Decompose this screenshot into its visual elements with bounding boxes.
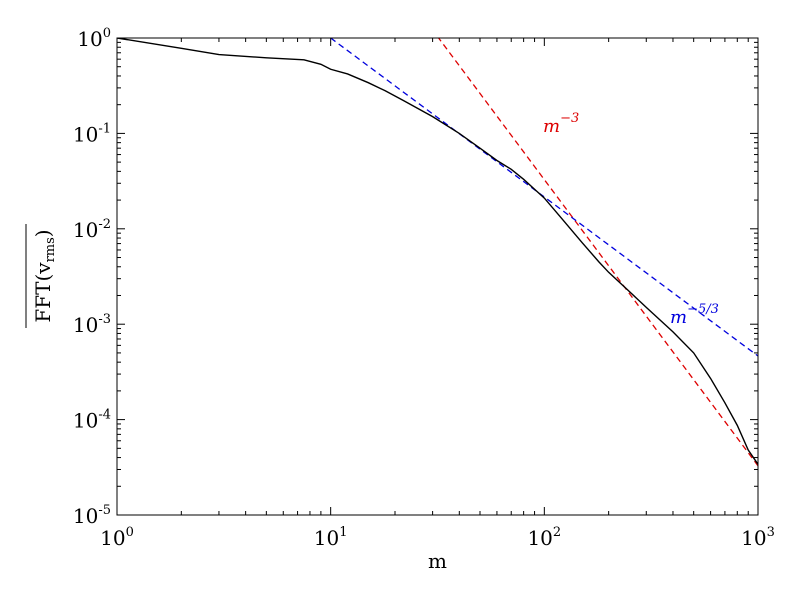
y-tick-label-base: 10 <box>73 122 98 146</box>
x-tick-label-base: 10 <box>100 526 125 550</box>
y-tick-label: 10-5 <box>73 503 111 528</box>
x-tick-label-exponent: 1 <box>339 525 347 540</box>
y-axis-label: FFT(vrms) <box>25 224 58 328</box>
reference-line-label-base: m <box>670 307 687 328</box>
reference-line-label-2: m−5/3 <box>670 302 719 328</box>
reference-line-label-exponent: −3 <box>560 111 579 126</box>
x-tick-label: 100 <box>100 525 134 550</box>
y-tick-label-exponent: -2 <box>98 217 111 232</box>
y-axis-label-text: FFT(vrms) <box>31 229 58 322</box>
y-tick-label: 10-1 <box>73 121 111 146</box>
y-tick-label-exponent: -4 <box>98 408 111 423</box>
plot-frame <box>116 37 759 516</box>
reference-line-label-base: m <box>543 116 560 137</box>
x-tick-label-base: 10 <box>527 526 552 550</box>
x-tick-label-exponent: 3 <box>767 525 775 540</box>
y-axis-label-close: ) <box>31 229 55 237</box>
y-tick-label-base: 10 <box>73 409 98 433</box>
y-tick-label-base: 10 <box>73 313 98 337</box>
annotations: m−3m−5/3 <box>543 111 719 328</box>
y-tick-label: 10-4 <box>73 408 111 433</box>
x-tick-label: 102 <box>527 525 561 550</box>
y-tick-label-exponent: -5 <box>98 503 111 518</box>
x-tick-label-exponent: 0 <box>126 525 134 540</box>
x-tick-label-exponent: 2 <box>553 525 561 540</box>
data-layer <box>117 38 758 467</box>
y-tick-label-base: 10 <box>73 504 98 528</box>
reference-line-2 <box>330 38 758 357</box>
y-tick-label-exponent: 0 <box>103 26 111 41</box>
y-tick-label-exponent: -3 <box>98 312 111 327</box>
y-tick-label-base: 10 <box>73 218 98 242</box>
y-axis-label-main: FFT(v <box>31 262 55 323</box>
plot-area <box>117 38 758 515</box>
y-tick-label: 100 <box>77 26 111 51</box>
y-axis-label-subscript: rms <box>43 237 58 262</box>
y-tick-label: 10-2 <box>73 217 111 242</box>
x-tick-label: 103 <box>741 525 775 550</box>
y-tick-label-exponent: -1 <box>98 121 111 136</box>
series-line-1 <box>117 38 758 465</box>
x-tick-label-base: 10 <box>741 526 766 550</box>
x-axis-label: m <box>428 549 447 573</box>
reference-line-label-exponent: −5/3 <box>687 302 719 317</box>
reference-line-label-1: m−3 <box>543 111 579 137</box>
y-tick-label-base: 10 <box>77 27 102 51</box>
x-tick-label-base: 10 <box>314 526 339 550</box>
y-tick-label: 10-3 <box>73 312 111 337</box>
x-tick-label: 101 <box>314 525 348 550</box>
